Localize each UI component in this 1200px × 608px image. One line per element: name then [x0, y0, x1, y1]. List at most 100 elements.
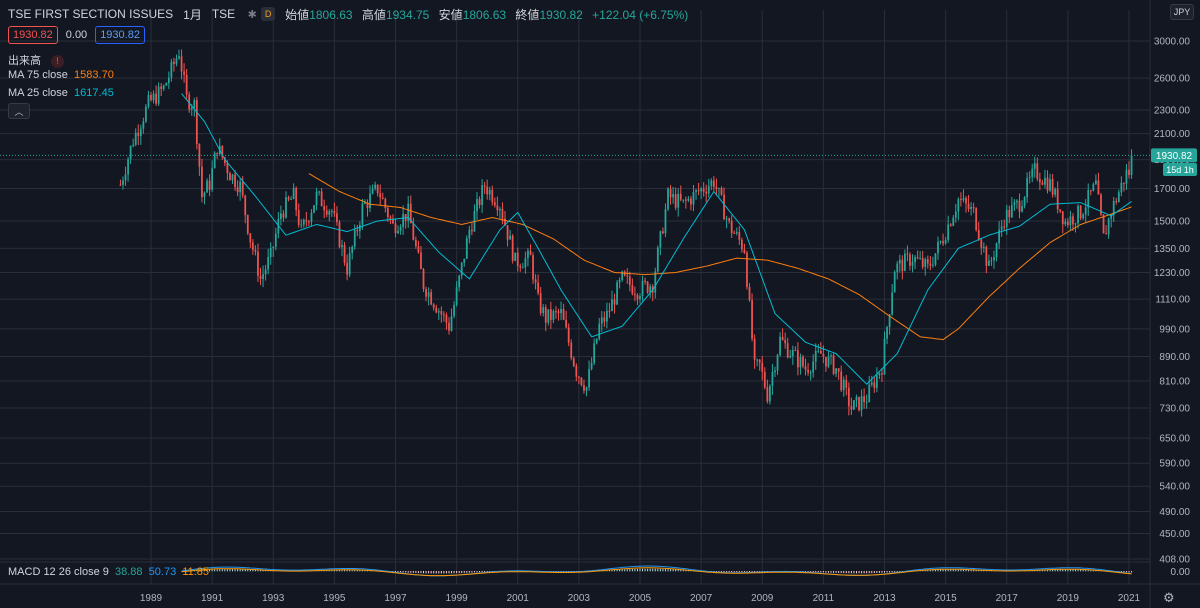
candle [1102, 214, 1105, 234]
candle [797, 342, 799, 376]
candle [137, 124, 140, 146]
candle [539, 287, 542, 316]
data-delay-badge[interactable]: D [261, 7, 276, 21]
macd-histogram-bar [443, 571, 445, 574]
macd-histogram-bar [932, 569, 934, 572]
candle [356, 224, 359, 237]
volume-legend[interactable]: 出来高! [8, 52, 64, 68]
candle [198, 143, 201, 176]
macd-histogram-bar [333, 569, 335, 572]
macd-histogram-bar [1082, 569, 1084, 572]
candle [789, 349, 792, 359]
macd-histogram-bar [463, 571, 465, 573]
candle [481, 179, 483, 213]
time-axis[interactable]: 1989 1991 1993 1995 1997 1999 2001 2003 2005 2007… [140, 593, 1141, 604]
x-tick-label: 2007 [690, 593, 713, 604]
macd-histogram-bar [715, 571, 717, 572]
currency-label[interactable]: JPY [1170, 4, 1194, 20]
macd-histogram-bar [629, 569, 631, 572]
snowflake-icon[interactable]: ✱ [247, 8, 257, 21]
warning-icon[interactable]: ! [51, 54, 64, 68]
macd-histogram-bar [680, 569, 682, 572]
candle [687, 196, 690, 203]
candle [613, 293, 616, 314]
candle [781, 328, 784, 341]
candle [1031, 163, 1034, 183]
candle [1059, 209, 1062, 214]
candle [516, 247, 519, 272]
collapse-legend-button[interactable]: ︿ [8, 103, 30, 119]
last-price-tag: 1930.82 15d 1h [1151, 148, 1197, 176]
buy-button[interactable]: 1930.82 [95, 26, 145, 44]
candle [667, 187, 669, 211]
candle [1021, 200, 1023, 213]
candle [231, 173, 234, 185]
candle [962, 189, 965, 203]
candle [916, 250, 919, 260]
change-value: +122.04 (+6.75%) [592, 7, 689, 22]
macd-histogram-bar [1125, 571, 1127, 573]
macd-histogram-bar [239, 569, 241, 572]
macd-histogram-bar [1039, 570, 1041, 572]
candle [942, 233, 944, 247]
interval-label[interactable]: 1月 [183, 7, 202, 22]
candle [774, 366, 776, 378]
candle [626, 268, 629, 284]
candle [863, 388, 866, 409]
macd-histogram-bar [458, 571, 460, 574]
macd-histogram-bar [1054, 569, 1056, 572]
candle [1123, 182, 1125, 192]
candle [501, 202, 504, 225]
candle [730, 215, 733, 239]
candle [162, 84, 165, 92]
y-tick-label: 730.00 [1159, 403, 1190, 414]
price-axis[interactable]: 3000.002600.002300.002100.001900.001700.… [1154, 37, 1191, 579]
sell-button[interactable]: 1930.82 [8, 26, 58, 44]
candle [664, 203, 667, 238]
candle [310, 209, 313, 227]
candle [939, 240, 942, 245]
candle [402, 205, 405, 235]
candle [254, 245, 257, 256]
ma75-legend[interactable]: MA 75 close 1583.70 [8, 69, 114, 81]
candle [751, 293, 753, 342]
macd-histogram-bar [1036, 570, 1038, 572]
candle [386, 205, 389, 222]
candle [170, 58, 173, 82]
candle [725, 215, 728, 229]
gear-icon[interactable]: ⚙ [1163, 590, 1175, 605]
macd-histogram-bar [962, 569, 964, 572]
symbol-name[interactable]: TSE FIRST SECTION ISSUES [8, 7, 174, 21]
macd-histogram-bar [395, 571, 396, 572]
candle [567, 323, 570, 347]
candle [743, 243, 746, 255]
candle [855, 394, 858, 408]
candle [124, 166, 127, 186]
candle [297, 203, 300, 228]
macd-histogram-bar [1077, 569, 1079, 572]
macd-histogram-bar [825, 571, 827, 573]
macd-histogram-bar [262, 570, 264, 572]
candle [241, 176, 244, 198]
candle [313, 204, 315, 214]
macd-histogram-bar [830, 571, 832, 573]
macd-legend[interactable]: MACD 12 26 close 9 38.88 50.73 11.85 [8, 566, 210, 578]
y-tick-label: 1110.00 [1155, 295, 1190, 306]
macd-histogram-bar [899, 571, 901, 572]
macd-histogram-bar [672, 569, 674, 572]
ma25-legend[interactable]: MA 25 close 1617.45 [8, 87, 114, 99]
candle [226, 160, 229, 181]
candle [129, 145, 132, 164]
candle [590, 357, 593, 371]
candle [1061, 211, 1064, 234]
macd-histogram-bar [626, 569, 628, 572]
candle [702, 182, 705, 197]
candle [710, 178, 713, 191]
candle [134, 128, 137, 147]
macd-histogram-bar [1087, 569, 1089, 572]
macd-histogram-bar [670, 569, 672, 572]
candle [1046, 170, 1049, 194]
macd-histogram-bar [614, 569, 616, 572]
candle [549, 301, 552, 330]
